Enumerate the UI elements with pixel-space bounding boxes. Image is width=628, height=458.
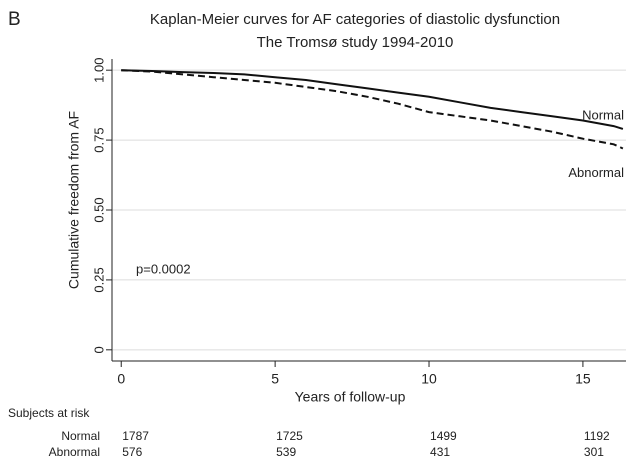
- y-axis-label: Cumulative freedom from AF: [66, 111, 82, 289]
- risk-table-title: Subjects at risk: [8, 406, 90, 420]
- km-curve: [121, 69, 624, 130]
- x-tick-label: 15: [575, 371, 591, 387]
- y-tick-label: 0.75: [91, 127, 106, 152]
- y-tick-label: 0.50: [91, 197, 106, 222]
- panel-label: B: [8, 9, 21, 30]
- chart-subtitle: The Tromsø study 1994-2010: [257, 34, 454, 51]
- chart-title: Kaplan-Meier curves for AF categories of…: [150, 11, 560, 28]
- x-tick-label: 0: [117, 371, 125, 387]
- risk-count: 1725: [276, 429, 303, 443]
- risk-count: 539: [276, 445, 296, 458]
- risk-count: 301: [584, 445, 604, 458]
- risk-row-label: Abnormal: [49, 445, 100, 458]
- y-tick-label: 1.00: [91, 58, 106, 83]
- y-tick-label: 0.25: [91, 267, 106, 292]
- x-tick-label: 10: [421, 371, 437, 387]
- y-tick-label: 0: [91, 346, 106, 353]
- km-curve: [121, 69, 624, 150]
- risk-count: 1192: [584, 429, 610, 443]
- line-label: Abnormal: [568, 165, 624, 180]
- risk-row-label: Normal: [61, 429, 100, 443]
- p-value: p=0.0002: [136, 261, 191, 276]
- risk-count: 1499: [430, 429, 457, 443]
- risk-count: 576: [122, 445, 142, 458]
- x-axis-label: Years of follow-up: [295, 389, 406, 405]
- x-tick-label: 5: [271, 371, 279, 387]
- risk-count: 431: [430, 445, 450, 458]
- line-label: Normal: [582, 107, 624, 122]
- risk-count: 1787: [122, 429, 149, 443]
